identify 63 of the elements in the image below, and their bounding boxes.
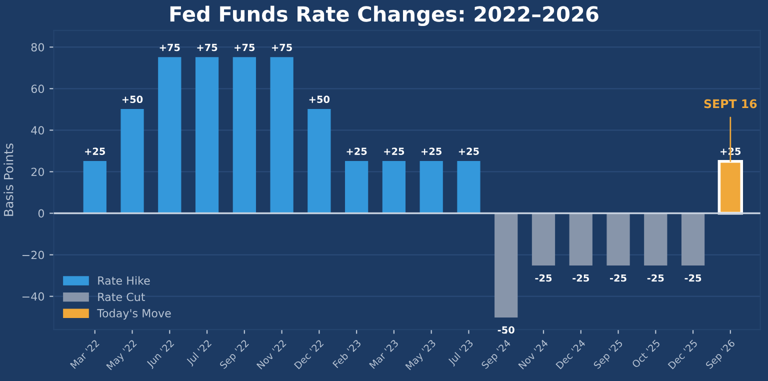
x-tick-label: Dec '25: [668, 339, 698, 370]
legend-label: Rate Hike: [98, 276, 150, 285]
data-label: -50: [498, 326, 514, 334]
chart-title: Fed Funds Rate Changes: 2022–2026: [170, 6, 598, 26]
y-axis-title: Basis Points: [4, 144, 14, 216]
bar: [308, 109, 331, 214]
x-tick-label: Nov '22: [256, 339, 286, 370]
x-tick-label: Sep '22: [219, 339, 250, 371]
bar: [532, 212, 556, 266]
bar: [120, 109, 144, 214]
legend-label: Today's Move: [97, 308, 171, 320]
y-tick-label: 20: [31, 168, 44, 176]
legend-label: Rate Cut: [98, 292, 145, 302]
data-label: -25: [647, 274, 664, 282]
bar: [345, 160, 368, 214]
data-label: +25: [384, 148, 404, 155]
bar: [83, 160, 106, 214]
data-label: +25: [85, 148, 106, 155]
bar: [195, 57, 219, 214]
x-tick-label: Jul '22: [186, 339, 213, 367]
y-tick-label: 60: [31, 84, 44, 94]
x-tick-label: Sep '26: [705, 339, 737, 371]
x-tick-label: Mar '22: [70, 339, 100, 370]
y-tick-label: 40: [31, 126, 44, 135]
x-tick-label: Feb '23: [332, 339, 362, 368]
y-tick-label: −40: [22, 292, 44, 301]
bar: [644, 212, 668, 266]
x-tick-label: Sep '25: [593, 339, 624, 371]
data-label: +75: [272, 44, 292, 52]
data-label: +25: [458, 148, 479, 155]
bar: [270, 57, 294, 214]
data-label: +75: [160, 44, 180, 52]
x-tick-label: Oct '25: [631, 339, 660, 368]
bar: [232, 57, 256, 214]
x-tick-label: Dec '22: [294, 339, 324, 370]
data-label: +25: [422, 148, 442, 155]
data-label: +50: [122, 96, 143, 104]
y-tick-label: −20: [22, 250, 44, 260]
data-label: -25: [610, 274, 626, 282]
bar: [606, 212, 630, 266]
data-label: -25: [684, 274, 702, 282]
x-tick-label: Sep '24: [480, 339, 512, 371]
data-label: +50: [309, 96, 330, 104]
annotation: SEPT 16: [704, 99, 757, 108]
bar: [494, 212, 518, 318]
y-tick-label: 0: [38, 209, 44, 218]
bar: [569, 212, 592, 266]
x-tick-label: Jul '23: [447, 339, 475, 367]
bar: [158, 57, 182, 214]
data-label: -25: [535, 274, 552, 282]
x-tick-label: Dec '24: [556, 339, 586, 370]
data-label: -25: [572, 274, 589, 282]
x-tick-label: Jun '22: [146, 339, 176, 370]
x-tick-label: Nov '24: [518, 339, 548, 370]
data-label: +75: [197, 44, 218, 52]
x-tick-label: Mar '23: [368, 339, 399, 370]
bar: [420, 160, 443, 214]
data-label: +75: [234, 44, 255, 52]
data-label: +25: [346, 148, 367, 155]
bar: [681, 212, 705, 266]
bar: [457, 160, 480, 214]
bar: [382, 160, 406, 214]
y-tick-label: 80: [31, 43, 44, 52]
